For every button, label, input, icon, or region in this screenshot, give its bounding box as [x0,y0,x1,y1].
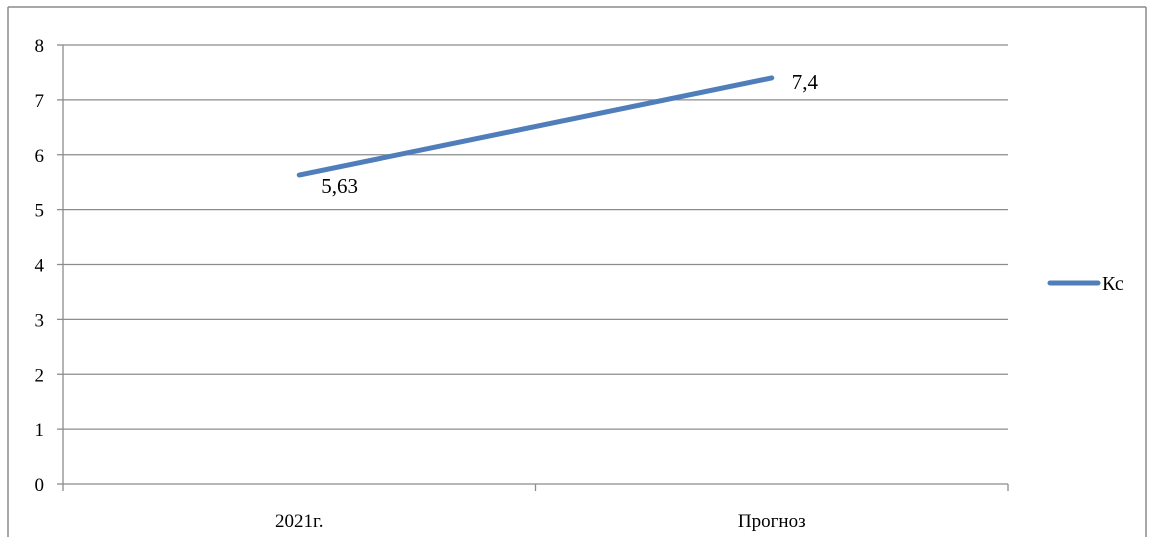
data-label: 5,63 [321,174,358,198]
gridlines [63,44,1008,430]
series-line-Кс [296,75,775,178]
data-label: 7,4 [792,70,819,94]
y-tick-label: 1 [35,420,45,441]
y-tick-label: 0 [35,475,45,496]
legend-label: Кс [1102,273,1124,295]
series-group [296,75,775,178]
y-tick-label: 3 [35,310,45,331]
axes [57,44,1009,491]
legend: Кс [1047,273,1124,295]
y-tick-label: 6 [35,146,45,167]
x-tick-label: 2021г. [275,511,323,532]
x-tick-labels: 2021г. Прогноз [275,511,806,532]
data-labels: 5,63 7,4 [321,70,818,198]
y-tick-label: 7 [35,91,45,112]
y-tick-labels: 0 1 2 3 4 5 6 7 8 [35,36,45,496]
y-tick-label: 8 [35,36,45,57]
x-tick-label: Прогноз [738,511,806,532]
y-tick-label: 5 [35,201,45,222]
y-tick-label: 4 [35,256,45,277]
y-tick-label: 2 [35,365,45,386]
